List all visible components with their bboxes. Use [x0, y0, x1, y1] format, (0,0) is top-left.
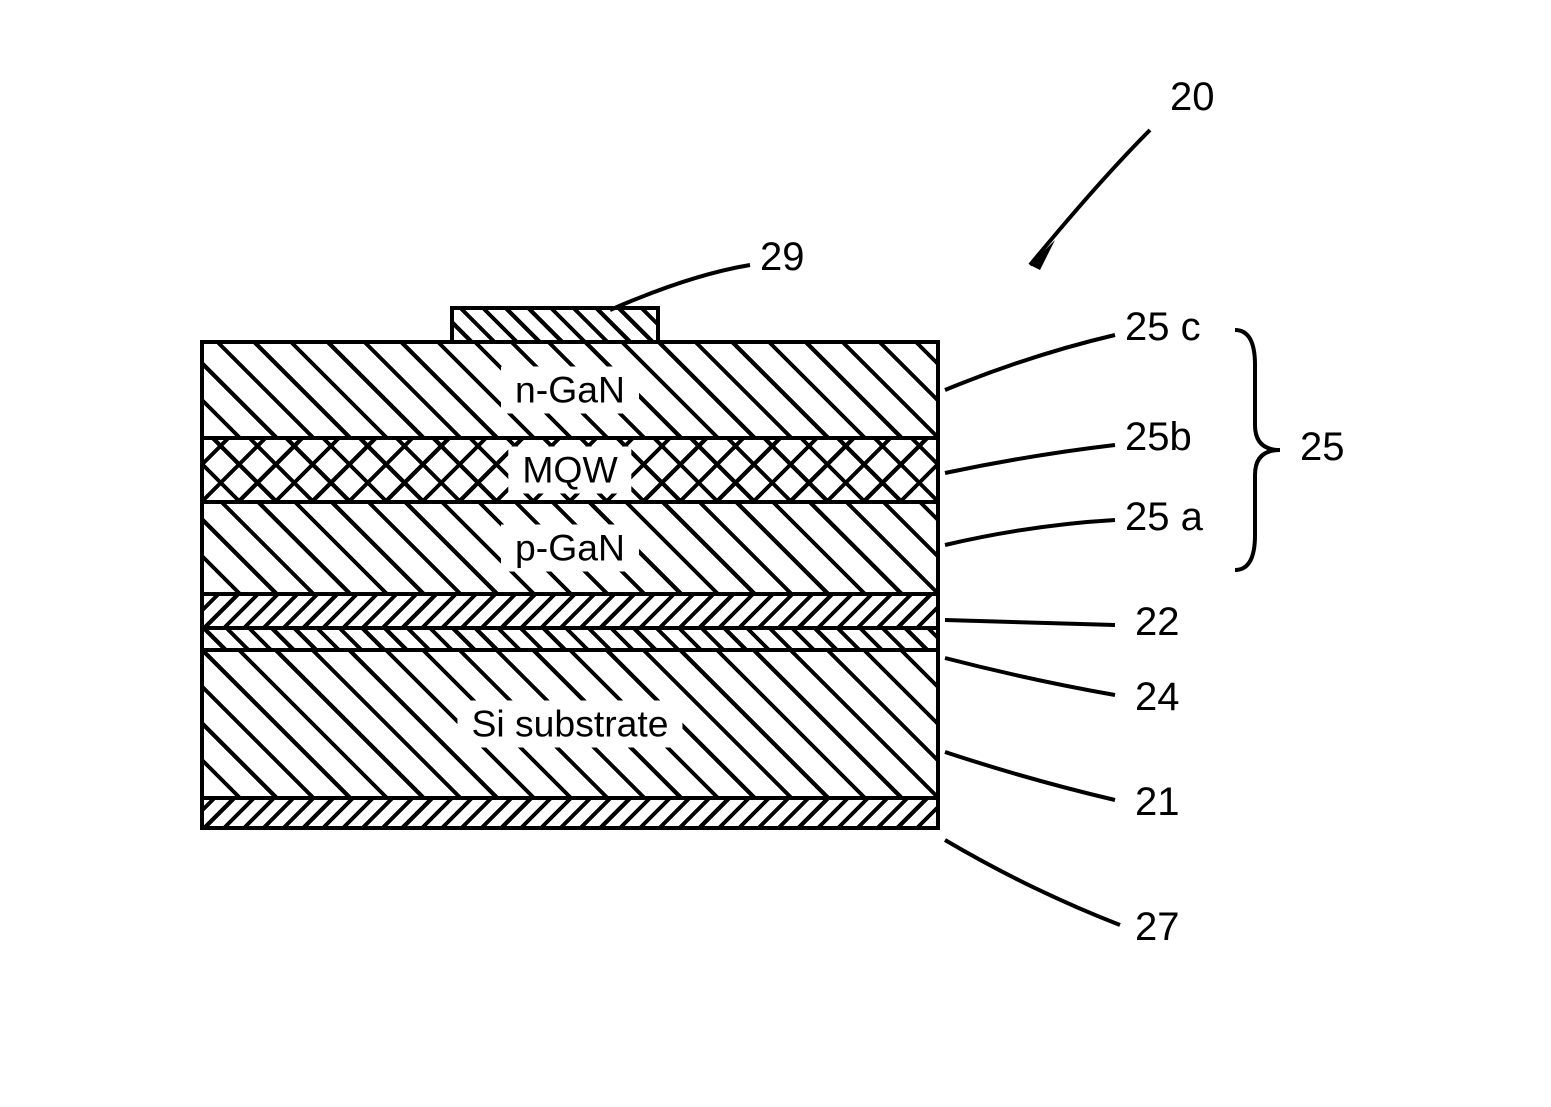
layer-n-gan: n-GaN — [204, 344, 936, 436]
brace-25 — [1230, 325, 1290, 575]
leader-29 — [600, 255, 780, 325]
callout-24: 24 — [1135, 675, 1180, 720]
figure-canvas: n-GaN MQW p-GaN Si substrate 20 29 25 c … — [40, 40, 1511, 1067]
layer-label-p-gan: p-GaN — [501, 525, 639, 572]
leader-27 — [940, 830, 1140, 940]
leader-25c — [940, 325, 1130, 405]
layer-si-substrate: Si substrate — [204, 648, 936, 796]
leader-25a — [940, 510, 1130, 560]
layer-label-si-substrate: Si substrate — [457, 701, 682, 748]
leader-25b — [940, 435, 1130, 485]
layer-p-gan: p-GaN — [204, 500, 936, 592]
layer-27 — [204, 796, 936, 826]
callout-25: 25 — [1300, 425, 1345, 470]
leader-22 — [940, 605, 1130, 645]
layer-label-n-gan: n-GaN — [501, 367, 639, 414]
callout-29: 29 — [760, 235, 805, 280]
layer-24 — [204, 626, 936, 648]
callout-25a: 25 a — [1125, 495, 1203, 540]
callout-25c: 25 c — [1125, 305, 1201, 350]
callout-20: 20 — [1170, 75, 1215, 120]
layer-mqw: MQW — [204, 436, 936, 500]
leader-21 — [940, 740, 1130, 820]
callout-22: 22 — [1135, 600, 1180, 645]
arrow-20 — [1000, 120, 1200, 290]
leader-24 — [940, 650, 1130, 710]
layer-22 — [204, 592, 936, 626]
callout-27: 27 — [1135, 905, 1180, 950]
callout-25b: 25b — [1125, 415, 1192, 460]
layer-stack: n-GaN MQW p-GaN Si substrate — [200, 340, 940, 830]
layer-label-mqw: MQW — [508, 447, 631, 494]
callout-21: 21 — [1135, 780, 1180, 825]
